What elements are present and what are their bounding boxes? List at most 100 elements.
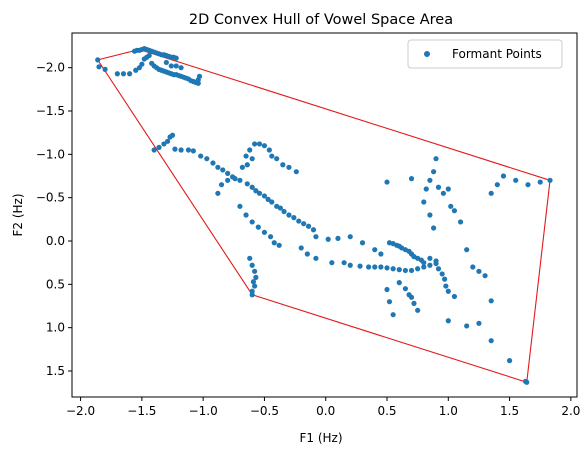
data-point [435, 184, 442, 190]
x-tick-label: 2.0 [561, 404, 580, 418]
data-point [249, 219, 255, 225]
y-tick-label: 0.5 [46, 277, 65, 291]
x-tick-label: 1.5 [500, 404, 519, 418]
data-point [411, 300, 417, 306]
hull-edge [526, 180, 551, 383]
data-point [271, 240, 277, 246]
data-point [384, 265, 390, 271]
data-point [237, 177, 243, 183]
data-point [494, 182, 500, 188]
data-point [215, 190, 221, 196]
data-point [256, 141, 263, 147]
data-point [237, 203, 243, 209]
data-point [430, 225, 437, 231]
data-point [220, 167, 226, 173]
data-point [537, 179, 543, 185]
data-point [439, 271, 445, 277]
data-point [274, 156, 280, 162]
data-point [457, 219, 464, 225]
data-point [210, 160, 216, 166]
data-point [249, 184, 255, 190]
hull-edge [97, 59, 253, 296]
x-tick-label: 0.5 [377, 404, 396, 418]
data-point [249, 292, 255, 298]
hull-edge [252, 294, 527, 383]
data-point [335, 235, 341, 241]
data-point [269, 153, 275, 159]
data-point [139, 61, 145, 67]
data-point [198, 153, 204, 159]
x-tick-label: 0.0 [316, 404, 335, 418]
data-point [347, 262, 353, 268]
data-point [215, 164, 221, 170]
y-tick-label: −2.0 [36, 61, 65, 75]
data-point [341, 260, 347, 266]
y-axis-label: F2 (Hz) [11, 193, 25, 236]
data-point [372, 247, 378, 253]
data-point [249, 156, 255, 162]
data-point [415, 307, 421, 313]
data-point [250, 279, 257, 285]
data-point [464, 247, 470, 253]
data-point [435, 266, 442, 272]
data-point [445, 288, 451, 294]
data-point [384, 179, 390, 185]
data-point [476, 320, 482, 326]
data-point [488, 298, 494, 304]
data-point [151, 147, 157, 153]
data-point [313, 255, 319, 261]
data-point [357, 263, 363, 269]
data-point [218, 182, 225, 188]
data-point [445, 186, 451, 192]
y-tick-label: −0.5 [36, 191, 65, 205]
data-point [243, 212, 249, 218]
data-point [204, 156, 210, 162]
data-point [293, 169, 299, 175]
data-point [427, 177, 433, 183]
data-point [408, 267, 415, 274]
data-point [402, 267, 408, 274]
data-point [443, 283, 449, 289]
data-point [225, 177, 231, 183]
legend-box [407, 39, 563, 69]
data-point [301, 221, 307, 227]
data-point [252, 141, 258, 147]
data-point [244, 162, 250, 168]
data-point [427, 212, 433, 218]
data-point [173, 63, 179, 69]
data-point [252, 268, 258, 274]
data-point [286, 212, 292, 218]
data-point [445, 318, 451, 324]
data-point [269, 199, 275, 205]
data-point [276, 242, 282, 248]
data-point [261, 193, 268, 199]
data-point [261, 143, 268, 149]
data-point [169, 132, 176, 138]
data-point [298, 245, 304, 251]
data-point [415, 266, 421, 272]
y-tick-label: −1.5 [36, 104, 65, 118]
data-point [488, 338, 494, 344]
data-point [265, 196, 271, 202]
data-point [173, 55, 179, 61]
data-point [267, 234, 274, 240]
data-point [500, 173, 507, 179]
legend-label: Formant Points [452, 47, 542, 61]
data-point [291, 215, 297, 221]
data-point [165, 138, 171, 144]
data-point [102, 66, 108, 72]
data-point [524, 379, 530, 385]
data-point [114, 71, 120, 77]
y-tick-label: 1.5 [46, 364, 65, 378]
data-point [252, 283, 258, 289]
chart-title: 2D Convex Hull of Vowel Space Area [189, 12, 453, 28]
data-point [402, 286, 408, 292]
x-tick-label: −2.0 [66, 404, 95, 418]
data-point [232, 176, 238, 182]
data-point [366, 264, 372, 270]
data-point [253, 188, 259, 194]
data-point [280, 162, 286, 168]
data-point [185, 147, 192, 153]
data-point [433, 156, 439, 162]
data-point [225, 170, 231, 176]
